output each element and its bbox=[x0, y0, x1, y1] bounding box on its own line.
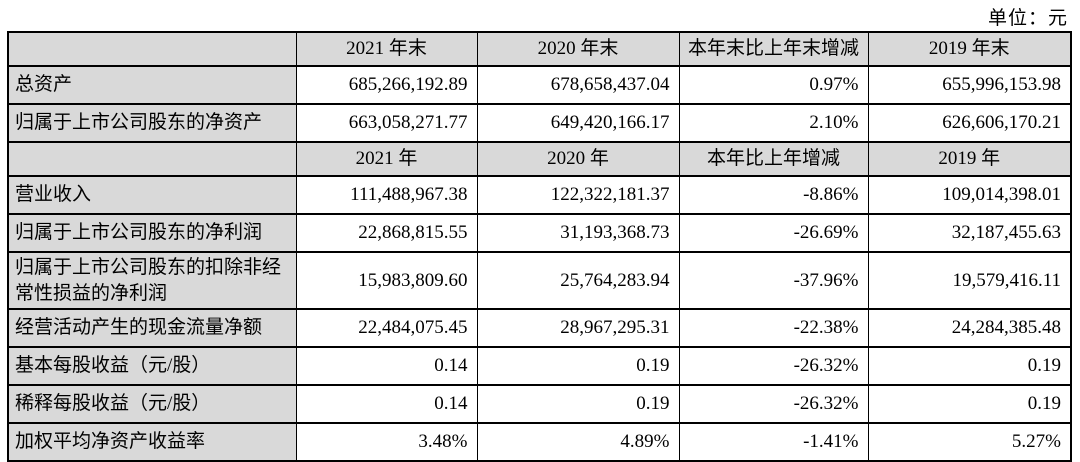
cell-value: 122,322,181.37 bbox=[476, 175, 680, 215]
row-label: 加权平均净资产收益率 bbox=[7, 422, 297, 462]
row-label: 归属于上市公司股东的扣除非经常性损益的净利润 bbox=[7, 250, 297, 311]
column-header-2021: 2021 年 bbox=[295, 141, 478, 177]
column-header-2020: 2020 年 bbox=[476, 141, 680, 177]
cell-value: -22.38% bbox=[678, 308, 869, 349]
cell-value: 109,014,398.01 bbox=[867, 175, 1072, 215]
cell-value: 111,488,967.38 bbox=[295, 175, 478, 215]
table-row-weighted-avg-roe: 加权平均净资产收益率 3.48% 4.89% -1.41% 5.27% bbox=[7, 422, 1072, 462]
table-header-annual: 2021 年 2020 年 本年比上年增减 2019 年 bbox=[7, 141, 1072, 177]
cell-value: 5.27% bbox=[867, 422, 1072, 462]
cell-value: 28,967,295.31 bbox=[476, 308, 680, 349]
cell-value: 685,266,192.89 bbox=[295, 65, 478, 105]
cell-value: -26.32% bbox=[678, 346, 869, 387]
column-header-2020-yearend: 2020 年末 bbox=[476, 31, 680, 67]
cell-value: 655,996,153.98 bbox=[867, 65, 1072, 105]
column-header-2019: 2019 年 bbox=[867, 141, 1072, 177]
cell-value: 22,868,815.55 bbox=[295, 213, 478, 253]
column-header-blank bbox=[7, 141, 297, 177]
column-header-2019-yearend: 2019 年末 bbox=[867, 31, 1072, 67]
cell-value: 31,193,368.73 bbox=[476, 213, 680, 253]
cell-value: 24,284,385.48 bbox=[867, 308, 1072, 349]
cell-value: 22,484,075.45 bbox=[295, 308, 478, 349]
cell-value: 19,579,416.11 bbox=[867, 250, 1072, 311]
column-header-blank bbox=[7, 31, 297, 67]
cell-value: 649,420,166.17 bbox=[476, 103, 680, 143]
cell-value: -37.96% bbox=[678, 250, 869, 311]
cell-value: 4.89% bbox=[476, 422, 680, 462]
row-label: 总资产 bbox=[7, 65, 297, 105]
column-header-yoy-change: 本年比上年增减 bbox=[678, 141, 869, 177]
table-row-diluted-eps: 稀释每股收益（元/股） 0.14 0.19 -26.32% 0.19 bbox=[7, 384, 1072, 425]
cell-value: 0.19 bbox=[476, 346, 680, 387]
cell-value: 25,764,283.94 bbox=[476, 250, 680, 311]
cell-value: 15,983,809.60 bbox=[295, 250, 478, 311]
cell-value: 3.48% bbox=[295, 422, 478, 462]
cell-value: -8.86% bbox=[678, 175, 869, 215]
cell-value: 0.97% bbox=[678, 65, 869, 105]
cell-value: 0.19 bbox=[867, 346, 1072, 387]
cell-value: -26.32% bbox=[678, 384, 869, 425]
cell-value: 0.19 bbox=[867, 384, 1072, 425]
cell-value: -1.41% bbox=[678, 422, 869, 462]
row-label: 基本每股收益（元/股） bbox=[7, 346, 297, 387]
table-row-net-assets: 归属于上市公司股东的净资产 663,058,271.77 649,420,166… bbox=[7, 103, 1072, 143]
table-row-revenue: 营业收入 111,488,967.38 122,322,181.37 -8.86… bbox=[7, 175, 1072, 215]
table-row-net-profit: 归属于上市公司股东的净利润 22,868,815.55 31,193,368.7… bbox=[7, 213, 1072, 253]
row-label: 经营活动产生的现金流量净额 bbox=[7, 308, 297, 349]
table-header-yearend: 2021 年末 2020 年末 本年末比上年末增减 2019 年末 bbox=[7, 31, 1072, 67]
cell-value: 32,187,455.63 bbox=[867, 213, 1072, 253]
table-row-basic-eps: 基本每股收益（元/股） 0.14 0.19 -26.32% 0.19 bbox=[7, 346, 1072, 387]
financial-summary-table: 2021 年末 2020 年末 本年末比上年末增减 2019 年末 总资产 68… bbox=[7, 31, 1072, 462]
table-row-operating-cash-flow: 经营活动产生的现金流量净额 22,484,075.45 28,967,295.3… bbox=[7, 308, 1072, 349]
cell-value: 0.14 bbox=[295, 346, 478, 387]
unit-label: 单位：元 bbox=[987, 8, 1068, 29]
table-row-total-assets: 总资产 685,266,192.89 678,658,437.04 0.97% … bbox=[7, 65, 1072, 105]
cell-value: 626,606,170.21 bbox=[867, 103, 1072, 143]
cell-value: 2.10% bbox=[678, 103, 869, 143]
cell-value: 663,058,271.77 bbox=[295, 103, 478, 143]
column-header-yoy-yearend-change: 本年末比上年末增减 bbox=[678, 31, 869, 67]
cell-value: 678,658,437.04 bbox=[476, 65, 680, 105]
cell-value: -26.69% bbox=[678, 213, 869, 253]
row-label: 营业收入 bbox=[7, 175, 297, 215]
cell-value: 0.19 bbox=[476, 384, 680, 425]
row-label: 归属于上市公司股东的净利润 bbox=[7, 213, 297, 253]
column-header-2021-yearend: 2021 年末 bbox=[295, 31, 478, 67]
row-label: 归属于上市公司股东的净资产 bbox=[7, 103, 297, 143]
cell-value: 0.14 bbox=[295, 384, 478, 425]
row-label: 稀释每股收益（元/股） bbox=[7, 384, 297, 425]
table-row-net-profit-excl-nonrecurring: 归属于上市公司股东的扣除非经常性损益的净利润 15,983,809.60 25,… bbox=[7, 250, 1072, 311]
